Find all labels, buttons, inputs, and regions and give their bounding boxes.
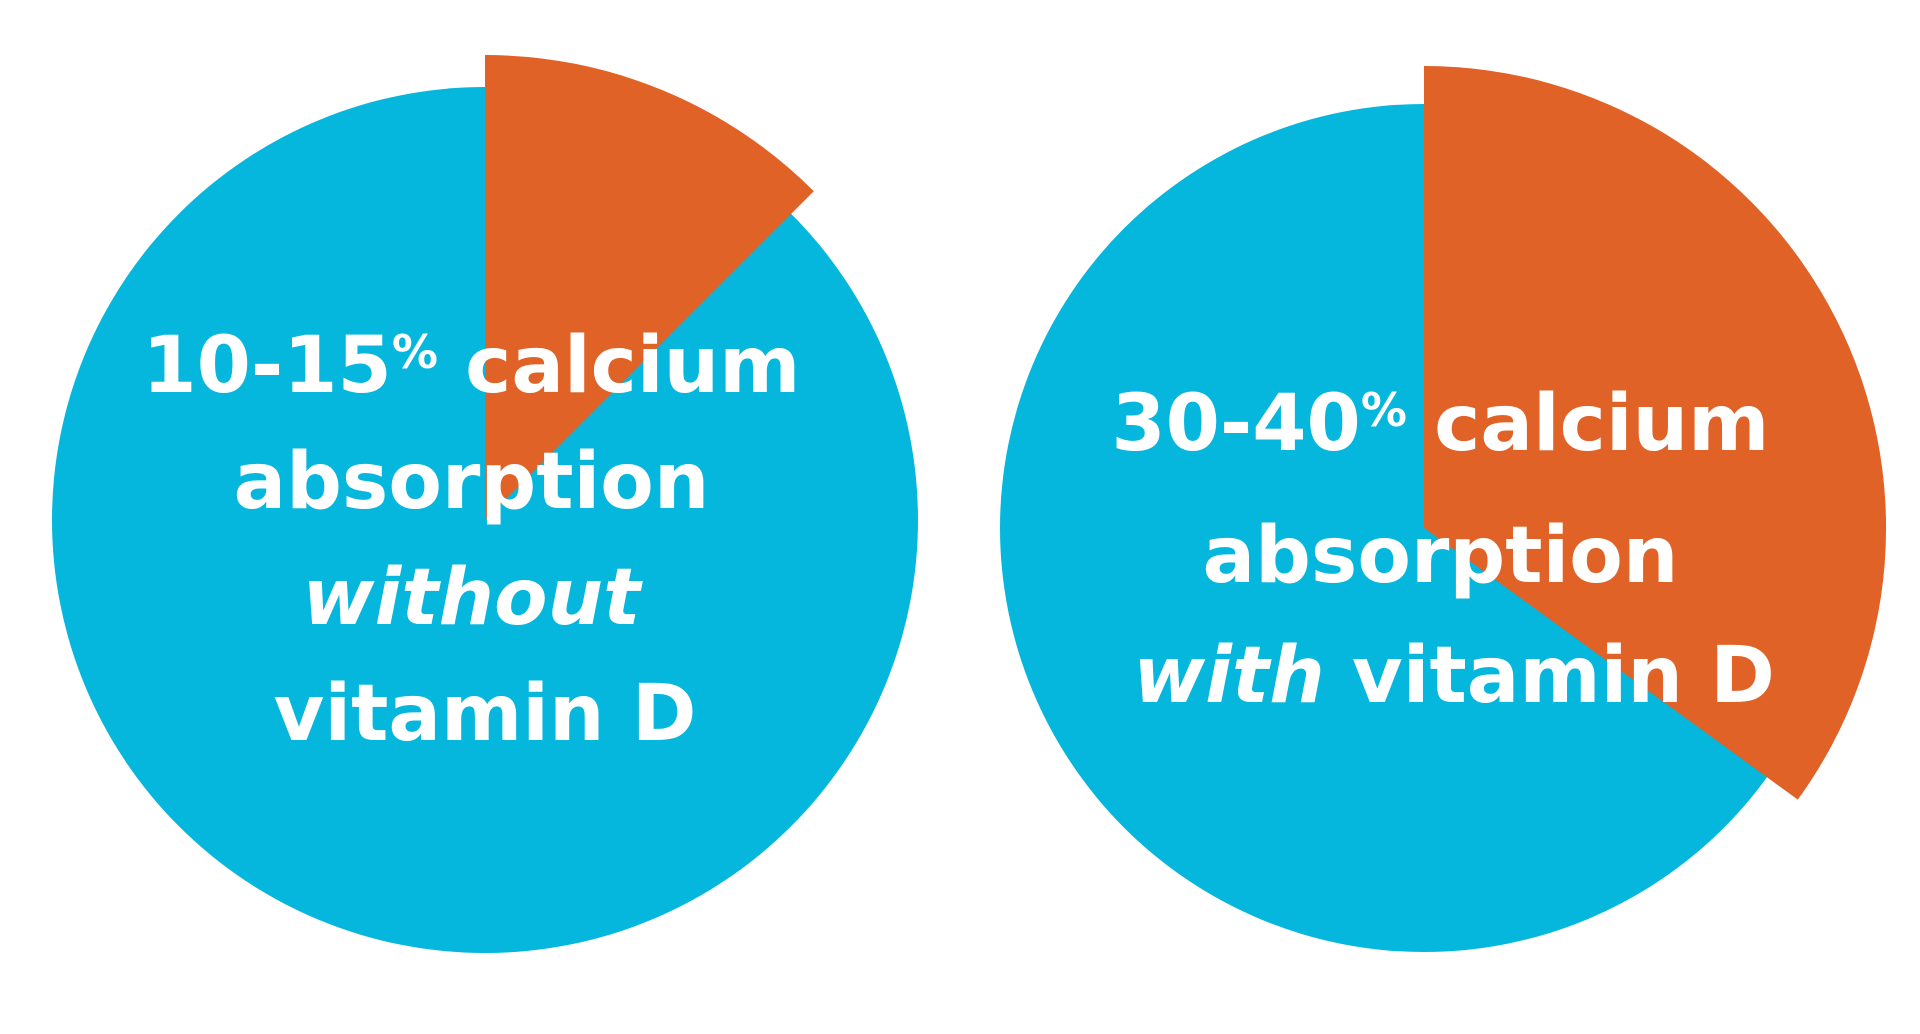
pie2-percent-sign: % [1361, 383, 1407, 437]
pie2-label-line3: with vitamin D [1133, 631, 1775, 721]
pie2-vitamin-d: vitamin D [1325, 631, 1775, 721]
pie1-range: 10-15 [142, 321, 391, 411]
pie2-calcium: calcium [1407, 379, 1770, 469]
pie2-label-line2: absorption [1202, 511, 1678, 601]
pie1-percent-sign: % [392, 325, 438, 379]
pie2-range: 30-40 [1111, 379, 1360, 469]
pie1-highlight-slice [485, 55, 814, 520]
pie1-calcium: calcium [438, 321, 801, 411]
pie1-label: 10-15% calcium absorption without vitami… [142, 321, 827, 759]
pie2-highlight-slice [1424, 65, 1887, 800]
pie1-label-line2: absorption [233, 437, 709, 527]
pie2-label: 30-40% calcium absorption with vitamin D [1111, 379, 1796, 721]
pie1-label-line3: without [302, 553, 643, 643]
pie2-label-line1: 30-40% calcium [1111, 379, 1796, 469]
pie1-label-line4: vitamin D [274, 669, 697, 759]
pie1-label-line1: 10-15% calcium [142, 321, 827, 411]
pie2-with: with [1133, 631, 1325, 721]
pie-chart-without-vitamin-d: 10-15% calcium absorption without vitami… [52, 55, 918, 953]
pie-chart-with-vitamin-d: 30-40% calcium absorption with vitamin D [1000, 65, 1887, 952]
